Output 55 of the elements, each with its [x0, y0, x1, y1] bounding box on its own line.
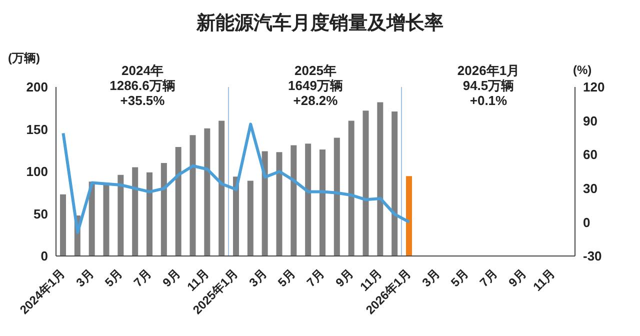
annotation: 2026年1月 94.5万辆 +0.1%: [456, 63, 521, 108]
y-tick-label: 0: [40, 248, 48, 264]
x-tick-label: 5月: [102, 266, 126, 290]
y2-tick-label: 30: [583, 181, 598, 196]
x-tick-label: 5月: [275, 266, 298, 290]
y2-tick-label: 90: [583, 113, 598, 128]
line-series: [62, 122, 411, 234]
y2-axis-title: (%): [573, 63, 592, 77]
x-tick-label: 9月: [506, 266, 529, 290]
y-tick-label: 50: [34, 206, 48, 222]
x-tick-label: 11月: [530, 266, 558, 294]
y2-tick-label: 120: [583, 80, 605, 95]
bar: [88, 182, 95, 256]
chart-title: 新能源汽车月度销量及增长率: [195, 12, 444, 36]
x-tick-label: 5月: [448, 266, 472, 290]
bar: [60, 194, 66, 256]
bar: [362, 110, 369, 256]
bar: [160, 163, 167, 256]
bar: [320, 150, 326, 256]
y-tick-label: 150: [26, 122, 48, 137]
x-tick-label: 3月: [73, 266, 96, 290]
x-tick-label: 3月: [246, 266, 270, 290]
annotation: 2024年 1286.6万辆 +35.5%: [108, 63, 176, 108]
bar: [348, 120, 354, 256]
bar: [392, 112, 398, 256]
bar: [406, 176, 412, 256]
x-tick-label: 9月: [160, 266, 183, 290]
bar: [334, 138, 340, 256]
y-tick-label: 100: [26, 164, 48, 180]
bar: [290, 145, 297, 256]
bar: [262, 151, 268, 256]
bar: [190, 135, 196, 256]
bar: [204, 128, 210, 256]
x-tick-label: 9月: [332, 266, 356, 290]
x-tick-label: 7月: [130, 266, 154, 290]
x-tick-label: 3月: [419, 266, 442, 290]
bar: [276, 152, 282, 256]
x-tick-label: 7月: [476, 266, 500, 290]
bar: [175, 146, 182, 256]
bar: [305, 144, 312, 256]
bar: [146, 172, 152, 256]
bar: [218, 120, 225, 256]
y-axis-title: (万辆): [8, 50, 40, 67]
y2-tick-label: 60: [583, 147, 598, 162]
annotation: 2025年 1649万辆 +28.2%: [287, 63, 344, 108]
bar: [118, 174, 124, 256]
y2-tick-label: 0: [583, 214, 590, 230]
x-tick-label: 7月: [304, 266, 328, 290]
y-tick-label: 200: [26, 80, 48, 95]
bar: [103, 184, 110, 256]
bar: [132, 167, 138, 256]
bar: [377, 102, 384, 256]
bar: [247, 180, 254, 256]
bar: [233, 176, 239, 256]
y2-tick-label: -30: [583, 248, 602, 264]
